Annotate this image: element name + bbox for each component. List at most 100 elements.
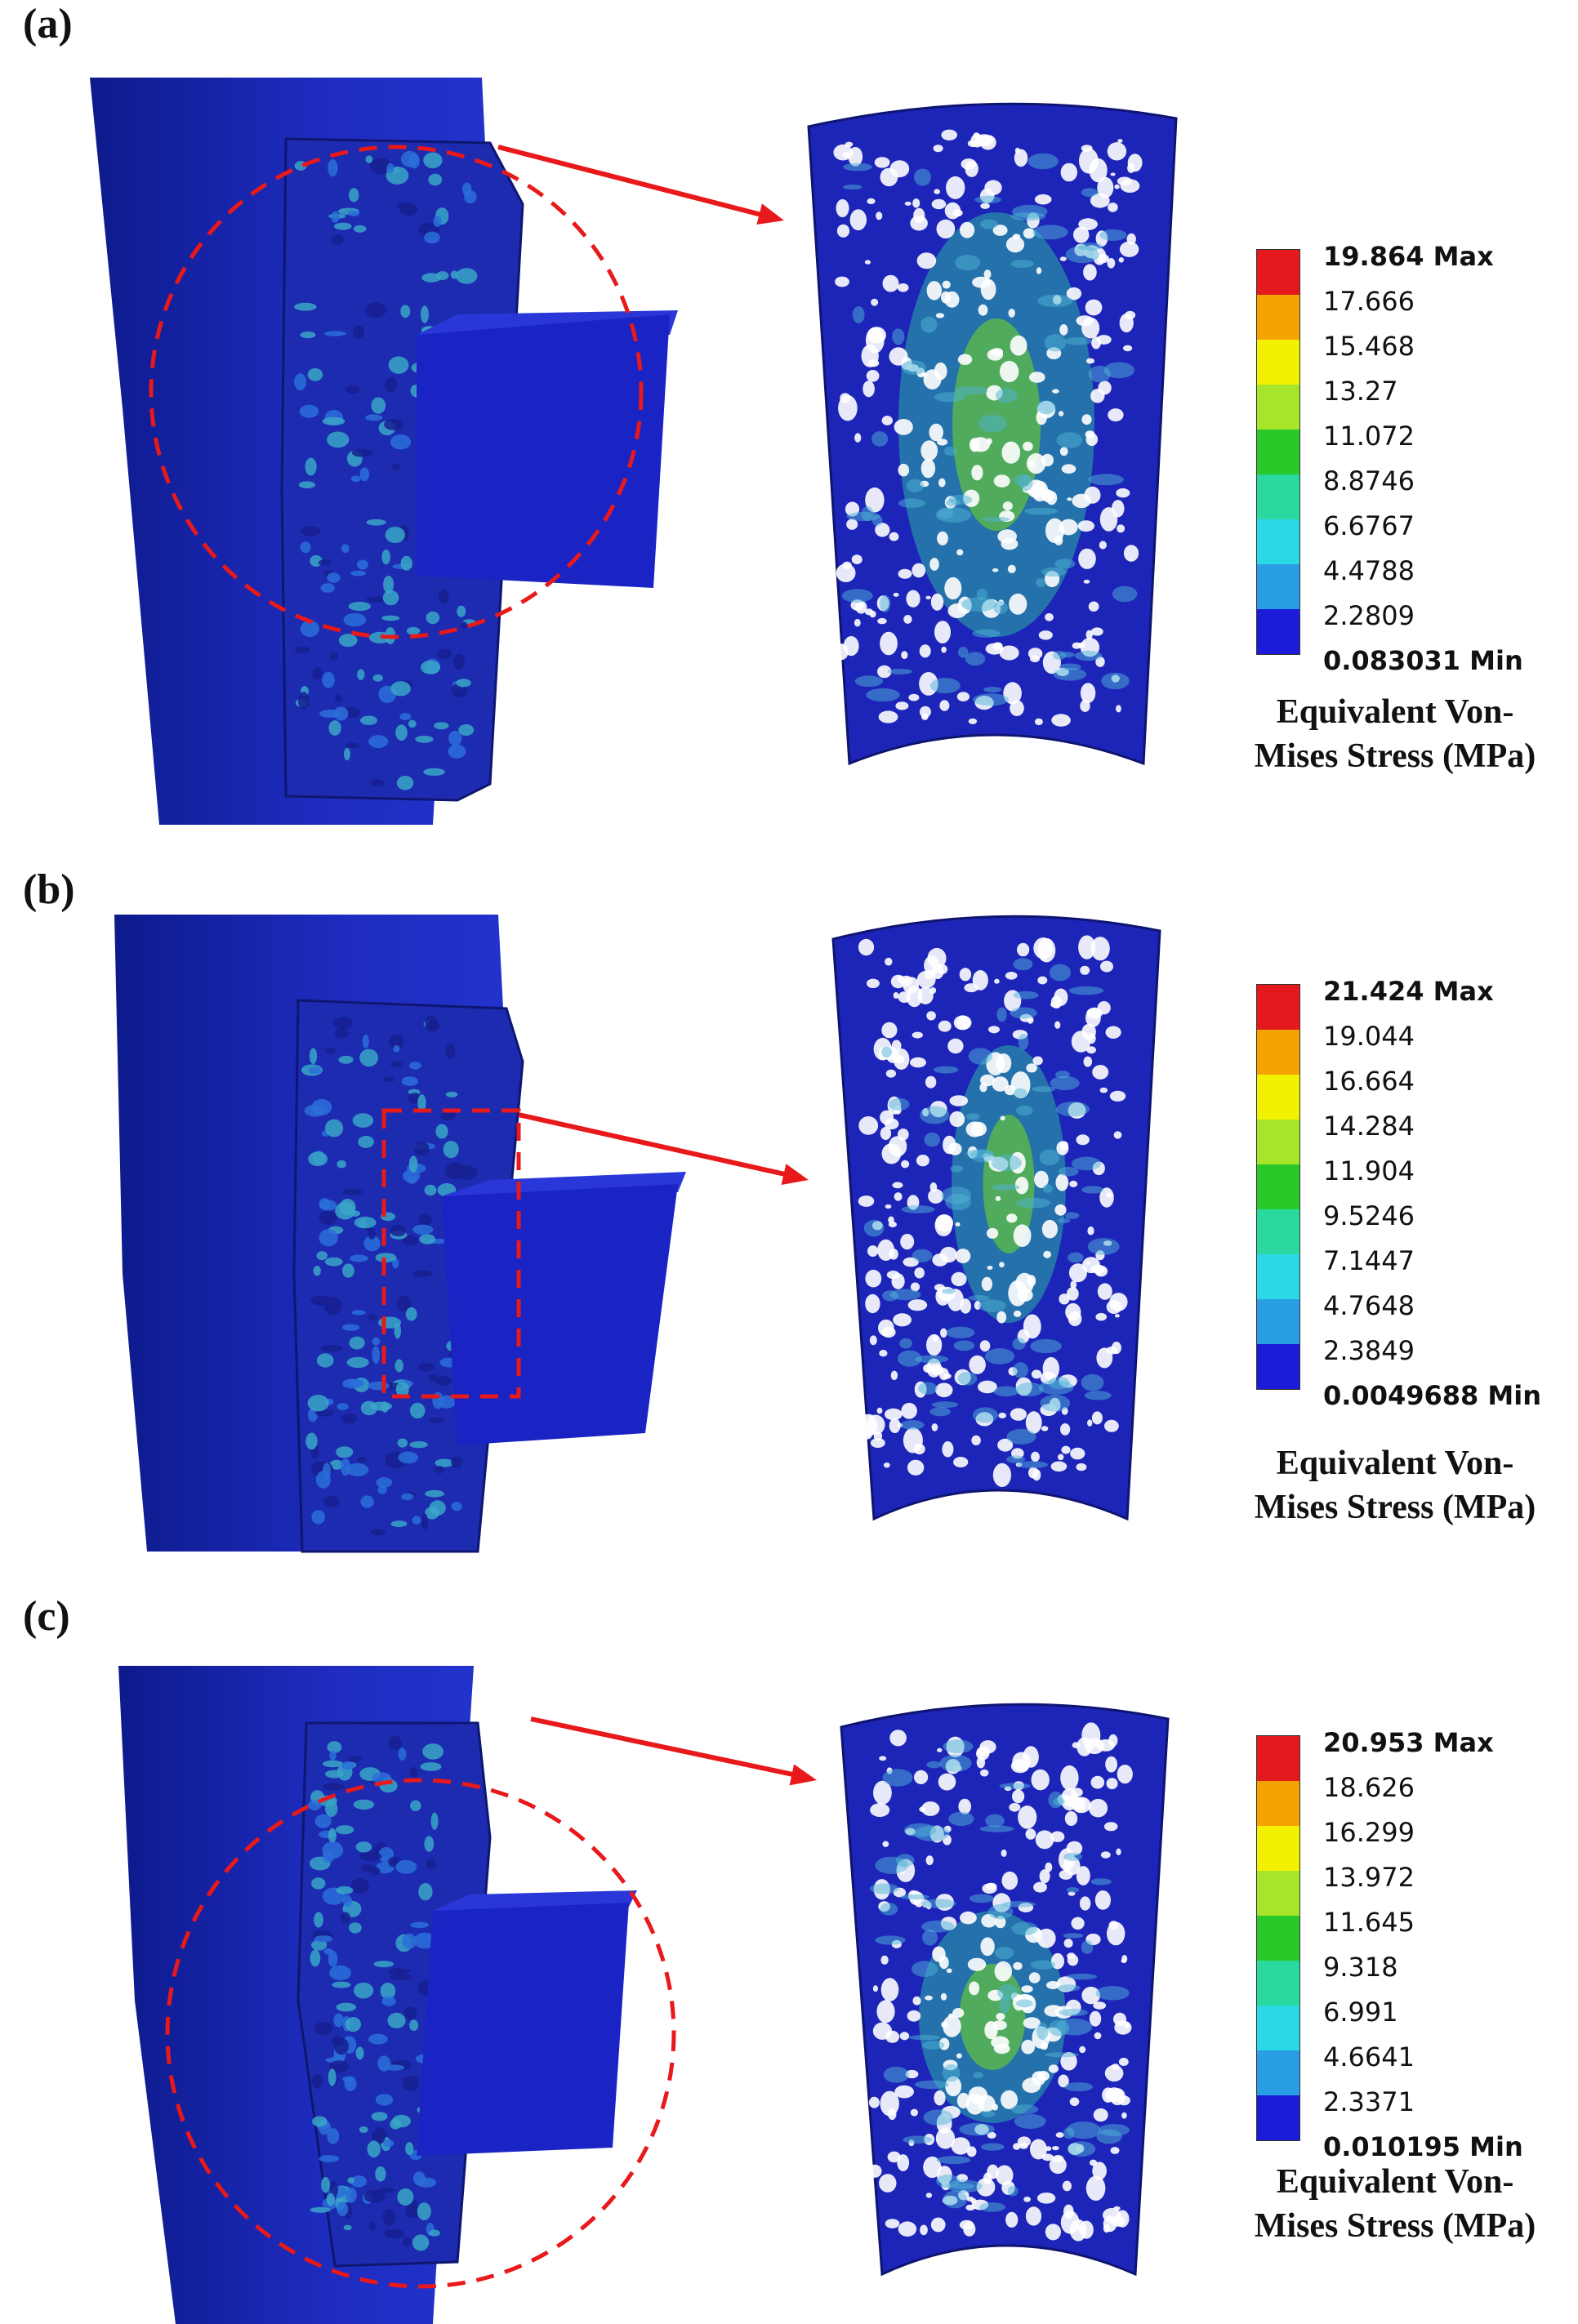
scaffold-pore — [930, 593, 944, 611]
scaffold-strut — [922, 1929, 938, 1946]
scaffold-strut — [943, 2190, 968, 2209]
scaffold-pore — [879, 1350, 888, 1357]
scaffold-strut — [1010, 259, 1034, 269]
scaffold-strut — [983, 516, 1010, 523]
scaffold-pore — [1048, 2064, 1059, 2073]
scaffold-pore — [1085, 2175, 1106, 2201]
implant-pore — [314, 1814, 332, 1828]
scaffold-strut — [1036, 2023, 1049, 2040]
scaffold-pore — [938, 478, 946, 488]
implant-pore — [333, 1017, 353, 1030]
implant-pore — [390, 1974, 412, 1981]
legend-colorbar — [1256, 984, 1300, 1390]
implant-pore — [345, 2017, 361, 2032]
scaffold-strut — [1050, 1075, 1080, 1091]
scaffold-pore — [1062, 2180, 1072, 2192]
implant-pore — [294, 373, 307, 391]
implant-pore — [354, 1216, 377, 1229]
scaffold-strut — [1066, 1887, 1079, 1893]
legend-max-value: 19.864 Max — [1323, 241, 1494, 272]
scaffold-pore — [1083, 579, 1090, 584]
scaffold-pore — [893, 592, 899, 597]
scaffold-strut — [914, 1355, 949, 1364]
scaffold-pore — [1036, 267, 1042, 274]
scaffold-pore — [1072, 642, 1081, 649]
scaffold-strut — [1059, 663, 1081, 670]
scaffold-pore — [956, 549, 964, 556]
zoom-arrow-line — [518, 1112, 793, 1178]
scaffold-pore — [1085, 1261, 1091, 1265]
scaffold-pore — [1032, 1056, 1043, 1066]
scaffold-pore — [1010, 1759, 1029, 1774]
scaffold-pore — [1124, 2022, 1130, 2028]
scaffold-strut — [997, 1983, 1019, 2001]
scaffold-pore — [998, 1412, 1006, 1419]
scaffold-strut — [1012, 1362, 1028, 1378]
implant-pore — [369, 158, 392, 175]
implant-pore — [390, 1224, 407, 1237]
scaffold-pore — [1113, 1131, 1122, 1139]
implant-pore — [384, 419, 404, 430]
scaffold-strut — [1045, 2052, 1079, 2058]
implant-pore — [417, 1213, 433, 1226]
scaffold-pore — [979, 1340, 991, 1352]
scaffold-pore — [1044, 2005, 1063, 2017]
scaffold-pore — [1005, 236, 1025, 253]
implant-pore — [329, 2060, 350, 2072]
panel-label: (a) — [23, 1, 73, 47]
scaffold-strut — [993, 1386, 1019, 1397]
scaffold-pore — [865, 488, 885, 513]
scaffold-strut — [1015, 1382, 1044, 1397]
implant-pore — [409, 1402, 426, 1419]
scaffold-pore — [985, 1882, 997, 1890]
legend-color-swatch — [1257, 1961, 1299, 2006]
scaffold-pore — [994, 978, 1000, 984]
implant-pore — [350, 475, 361, 483]
scaffold-strut — [895, 1854, 915, 1867]
legend-color-swatch — [1257, 1120, 1299, 1164]
scaffold-pore — [940, 1992, 947, 2001]
implant-pore — [410, 1921, 430, 1929]
implant-pore — [345, 1463, 369, 1476]
scaffold-pore — [1079, 1896, 1091, 1911]
legend-tick: 16.664 — [1323, 1066, 1415, 1097]
porous-implant — [280, 137, 524, 802]
scaffold-pore — [1041, 1426, 1049, 1431]
implant-pore — [381, 615, 400, 621]
legend-colorbar — [1256, 1735, 1300, 2141]
implant-pore — [305, 457, 317, 476]
implant-pore — [352, 325, 365, 339]
scaffold-strut — [1087, 1238, 1120, 1255]
implant-pore — [421, 1513, 429, 1530]
scaffold-pore — [942, 280, 951, 289]
scaffold-pore — [1001, 1849, 1007, 1857]
implant-pore — [350, 1878, 370, 1894]
scaffold-pore — [917, 986, 934, 1004]
scaffold-pore — [1111, 500, 1125, 518]
panel-label: (b) — [23, 866, 75, 913]
scaffold-strut — [1064, 1212, 1080, 1219]
implant-pore — [398, 1451, 418, 1464]
implant-pore — [358, 1135, 374, 1148]
zoom-arrow-head — [781, 1164, 809, 1186]
scaffold-pore — [1121, 2112, 1127, 2119]
scaffold-strut — [903, 2135, 933, 2144]
implant-pore — [314, 2021, 333, 2036]
legend-tick: 6.6767 — [1323, 510, 1415, 541]
scaffold-strut — [981, 2143, 1005, 2151]
scaffold-strut — [1049, 964, 1071, 982]
scaffold-pore — [941, 129, 957, 140]
implant-pore — [385, 376, 398, 394]
implant-pore — [342, 1188, 363, 1195]
loading-block — [441, 1184, 678, 1445]
scaffold-strut — [871, 431, 889, 447]
scaffold-strut — [1001, 1901, 1036, 1908]
scaffold-pore — [988, 1026, 1000, 1034]
scaffold-pore — [1001, 2090, 1018, 2109]
scaffold-pore — [980, 1937, 995, 1957]
scaffold-pore — [1025, 1411, 1042, 1434]
implant-pore — [336, 1446, 354, 1458]
scaffold-pore — [956, 692, 970, 701]
scaffold-pore — [881, 416, 894, 425]
scaffold-strut — [941, 1186, 972, 1204]
